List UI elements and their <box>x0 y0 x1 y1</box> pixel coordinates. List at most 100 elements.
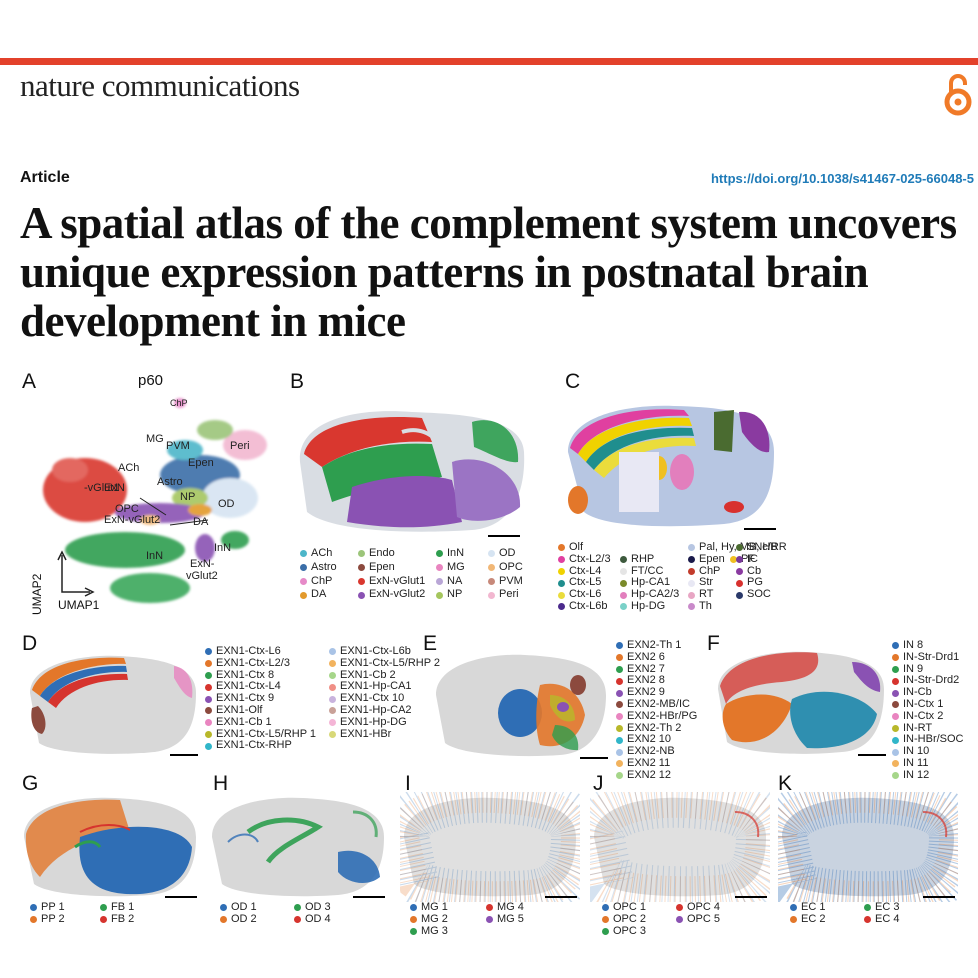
legend-item: EXN1-Ctx-L6b <box>329 645 439 658</box>
legend-label: ChP <box>311 574 333 587</box>
legend-item: IN 12 <box>892 769 964 782</box>
legend-dot <box>558 591 565 599</box>
legend-label: SOC <box>747 588 771 601</box>
legend-item: IN 8 <box>892 639 964 652</box>
legend-label: Ctx-L5 <box>569 576 602 589</box>
legend-item: EC 1 <box>790 901 864 914</box>
legend-label: EXN2-HBr/PG <box>627 709 698 722</box>
legend-dot <box>329 671 336 679</box>
legend-label: EXN2 8 <box>627 674 665 687</box>
umap-label-da: DA <box>193 516 209 528</box>
legend-item: EXN2 12 <box>616 769 697 782</box>
open-access-icon[interactable] <box>941 72 975 116</box>
legend-label: Ctx-L6b <box>569 599 608 612</box>
legend-dot <box>205 660 212 668</box>
legend-dot <box>329 730 336 738</box>
umap-label-vglut2: vGlut2 <box>186 570 218 582</box>
legend-label: MG 2 <box>421 912 448 925</box>
legend-label: MG <box>447 560 465 573</box>
legend-item: EXN2-NB <box>616 745 697 758</box>
legend-item: EXN1-Ctx-L6 <box>205 645 329 658</box>
legend-label: EXN1-Olf <box>216 703 263 716</box>
legend-label: OD 4 <box>305 912 331 925</box>
legend-dot <box>736 567 743 575</box>
legend-item: Ctx-L4 <box>558 565 620 578</box>
panel-letter-i: I <box>405 772 411 795</box>
legend-label: EXN1-Ctx-L6b <box>340 645 411 657</box>
umap-label-vglut1: -vGlut1 <box>84 482 120 494</box>
legend-label: Hp-CA1 <box>631 576 671 589</box>
legend-label: EXN1-Ctx 10 <box>340 692 405 705</box>
legend-item: Th <box>688 600 730 613</box>
legend-dot <box>616 642 623 650</box>
legend-dot <box>736 556 743 564</box>
panel-e-spatial-map <box>436 654 608 759</box>
legend-label: IN-Ctx 1 <box>903 697 944 710</box>
legend-item: EXN2 7 <box>616 663 697 676</box>
panel-i-legend: MG 1 MG 2 MG 3 MG 4 MG 5 <box>410 901 546 938</box>
legend-item: Hp-CA2/3 <box>620 588 688 601</box>
legend-label: Cb <box>747 564 762 577</box>
legend-dot <box>620 567 627 575</box>
legend-dot <box>436 564 443 572</box>
legend-dot <box>892 689 899 697</box>
legend-label: Str <box>699 576 714 589</box>
legend-item: PVM <box>488 575 538 588</box>
legend-label: EXN1-Ctx 8 <box>216 668 275 681</box>
legend-item: OD 2 <box>220 913 294 926</box>
legend-dot <box>688 579 695 587</box>
panel-b-legend: ACh Endo InN OD Astro Epen MG OPC ChP Ex… <box>300 547 538 601</box>
legend-dot <box>616 689 623 697</box>
legend-item: DA <box>300 589 358 601</box>
legend-dot <box>620 556 627 564</box>
legend-label: RHP <box>631 552 655 565</box>
legend-label: OPC 5 <box>687 912 721 925</box>
legend-item: Hp-DG <box>620 600 688 613</box>
legend-item: EXN1-Ctx 8 <box>205 668 329 682</box>
umap-label-epen: Epen <box>188 457 214 469</box>
umap-label-pvm: PVM <box>166 440 190 452</box>
legend-item: ACh <box>300 547 358 560</box>
legend-label: PG <box>747 576 763 589</box>
legend-item: OPC 4 <box>676 901 736 914</box>
legend-label: EXN1-Hp-CA2 <box>340 703 412 716</box>
legend-item: NA <box>436 575 488 588</box>
legend-label: OD <box>499 547 516 559</box>
legend-dot <box>892 665 899 673</box>
umap-label-np: NP <box>180 491 196 503</box>
legend-dot <box>790 904 797 912</box>
panel-g-spatial-map <box>24 797 197 898</box>
legend-item: OPC 1 <box>602 901 676 914</box>
legend-item: EXN1-HBr <box>329 728 439 741</box>
legend-dot <box>294 904 301 912</box>
legend-item: EXN2 9 <box>616 686 697 699</box>
legend-item: MG 3 <box>410 925 486 938</box>
legend-label: EC 2 <box>801 912 826 925</box>
legend-label: IC <box>747 552 758 565</box>
legend-dot <box>892 654 899 662</box>
legend-item: MG 5 <box>486 913 546 926</box>
panel-h-spatial-map <box>212 797 385 898</box>
legend-dot <box>736 591 743 599</box>
legend-dot <box>300 564 307 572</box>
legend-item: Astro <box>300 561 358 574</box>
legend-item: MG <box>436 560 488 574</box>
legend-label: FB 2 <box>111 912 135 925</box>
umap-label-inn: InN <box>146 550 164 562</box>
legend-dot <box>688 544 695 552</box>
legend-dot <box>220 916 227 924</box>
panel-letter-c: C <box>565 370 581 393</box>
legend-label: EXN1-Ctx-L5/RHP 1 <box>216 727 317 740</box>
panel-letter-j: J <box>593 772 604 795</box>
legend-label: IN 9 <box>903 662 924 675</box>
legend-dot <box>205 695 212 703</box>
legend-item: OPC 3 <box>602 925 676 938</box>
panel-k-legend: EC 1 EC 2 EC 3 EC 4 <box>790 901 924 926</box>
legend-label: ExN-vGlut1 <box>369 574 426 587</box>
legend-dot <box>300 577 307 585</box>
legend-item: Olf <box>558 541 620 554</box>
umap-label-peri: Peri <box>230 440 250 452</box>
legend-item: EXN2 10 <box>616 734 697 746</box>
legend-item: Pal, Hy, MB, HB <box>620 541 820 554</box>
doi-link[interactable]: https://doi.org/10.1038/s41467-025-66048… <box>710 171 974 186</box>
